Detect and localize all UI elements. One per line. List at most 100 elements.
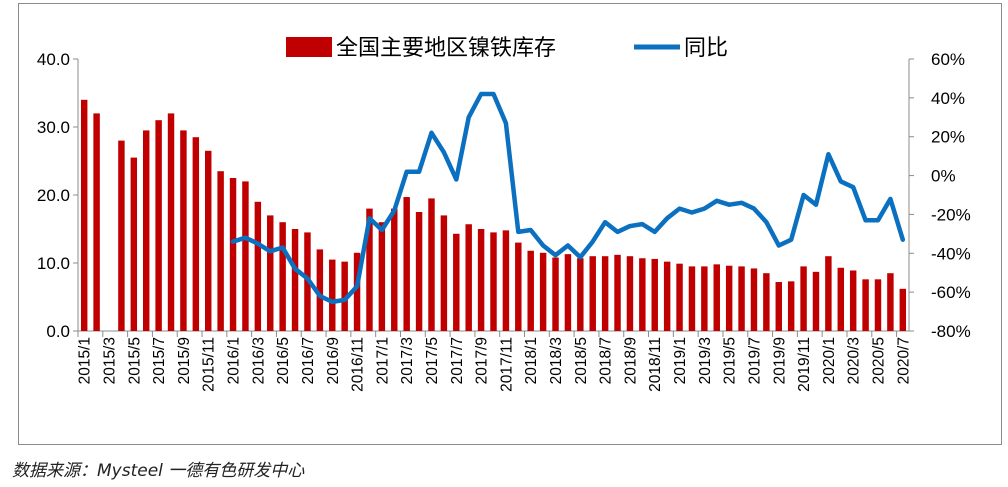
bar — [651, 258, 658, 331]
y-right-tick-label: -60% — [931, 283, 971, 302]
x-tick-label: 2020/1 — [821, 337, 838, 384]
bar — [316, 249, 324, 331]
y-left-tick-label: 0.0 — [46, 322, 70, 341]
bar — [192, 137, 200, 331]
x-tick-label: 2018/7 — [598, 337, 615, 384]
legend-bar-label: 全国主要地区镍铁库存 — [336, 36, 556, 61]
bar — [787, 281, 795, 331]
bar — [415, 212, 423, 331]
source-note: 数据来源：Mysteel 一德有色研发中心 — [12, 461, 305, 481]
bar — [142, 130, 150, 331]
bar — [713, 264, 720, 331]
bar — [453, 233, 460, 331]
x-tick-label: 2018/3 — [548, 337, 565, 384]
bar — [391, 208, 398, 331]
bar — [205, 150, 212, 331]
x-tick-label: 2018/1 — [523, 337, 540, 384]
bar — [267, 215, 274, 331]
bar — [725, 265, 733, 331]
bar — [378, 222, 386, 331]
x-tick-label: 2019/11 — [796, 337, 813, 392]
x-tick-label: 2016/3 — [250, 337, 267, 384]
bar — [812, 271, 820, 331]
bar — [701, 266, 708, 331]
x-tick-label: 2019/9 — [771, 337, 788, 384]
bar — [229, 178, 237, 331]
bar — [167, 113, 175, 332]
bar — [738, 266, 745, 331]
x-tick-label: 2020/5 — [870, 337, 887, 384]
x-tick-label: 2019/1 — [672, 337, 689, 384]
bar — [874, 279, 882, 331]
x-tick-label: 2017/1 — [374, 337, 391, 384]
bar — [825, 256, 832, 331]
x-tick-label: 2018/5 — [573, 337, 590, 384]
y-right-tick-label: 0% — [931, 167, 956, 186]
bar — [341, 261, 348, 331]
bar — [217, 171, 224, 331]
x-tick-label: 2015/1 — [77, 337, 94, 384]
x-tick-label: 2015/5 — [126, 337, 143, 384]
x-tick-label: 2015/11 — [201, 337, 218, 392]
x-tick-label: 2016/11 — [350, 337, 367, 392]
bar — [862, 279, 869, 331]
x-tick-label: 2017/7 — [449, 337, 466, 384]
bar — [515, 242, 522, 331]
x-tick-label: 2019/3 — [697, 337, 714, 384]
bar — [899, 288, 907, 331]
bar — [676, 263, 683, 331]
chart-frame — [18, 3, 1002, 445]
bar — [849, 270, 857, 331]
bar — [589, 256, 596, 331]
y-right-tick-label: -40% — [931, 244, 971, 263]
bar — [527, 250, 534, 331]
x-tick-label: 2016/9 — [325, 337, 342, 384]
bar — [329, 259, 336, 331]
bar — [663, 261, 671, 331]
bar — [440, 215, 448, 331]
bar — [626, 256, 634, 331]
y-right-tick-label: 40% — [931, 89, 965, 108]
bar — [688, 266, 696, 331]
y-right-tick-label: -20% — [931, 205, 971, 224]
y-right-tick-label: 60% — [931, 50, 965, 69]
bar — [291, 229, 299, 331]
bar — [465, 224, 472, 331]
bar — [800, 266, 807, 331]
bar — [477, 229, 485, 331]
bar — [502, 230, 510, 331]
x-tick-label: 2016/7 — [300, 337, 317, 384]
bar — [639, 258, 646, 331]
x-tick-label: 2016/1 — [226, 337, 243, 384]
bar — [353, 252, 361, 331]
x-tick-label: 2020/3 — [846, 337, 863, 384]
bar — [564, 254, 572, 331]
x-tick-label: 2015/7 — [151, 337, 168, 384]
bar — [577, 258, 584, 331]
x-tick-label: 2015/3 — [102, 337, 119, 384]
x-tick-label: 2020/7 — [895, 337, 912, 384]
y-left-tick-label: 30.0 — [37, 118, 70, 137]
legend-bar-swatch — [286, 37, 332, 57]
bar — [155, 120, 162, 331]
x-tick-label: 2019/7 — [746, 337, 763, 384]
x-tick-label: 2018/9 — [622, 337, 639, 384]
bar — [403, 197, 410, 331]
x-tick-label: 2017/5 — [424, 337, 441, 384]
bar — [775, 282, 782, 331]
bar — [130, 157, 138, 331]
bar — [366, 208, 373, 331]
bar — [763, 273, 770, 331]
y-right-tick-label: -80% — [931, 322, 971, 341]
axes: 0.0 10.0 20.0 30.0 40.0 -80% -60% -40% -20% 0% 20%… — [37, 50, 971, 392]
x-tick-label: 2017/9 — [474, 337, 491, 384]
y-left-tick-label: 40.0 — [37, 50, 70, 69]
bar — [601, 256, 609, 331]
bar — [80, 99, 88, 331]
x-tick-label: 2017/11 — [498, 337, 515, 392]
bar — [614, 254, 621, 331]
legend: 全国主要地区镍铁库存 同比 — [286, 36, 728, 61]
bar — [180, 130, 187, 331]
x-tick-label: 2019/5 — [722, 337, 739, 384]
